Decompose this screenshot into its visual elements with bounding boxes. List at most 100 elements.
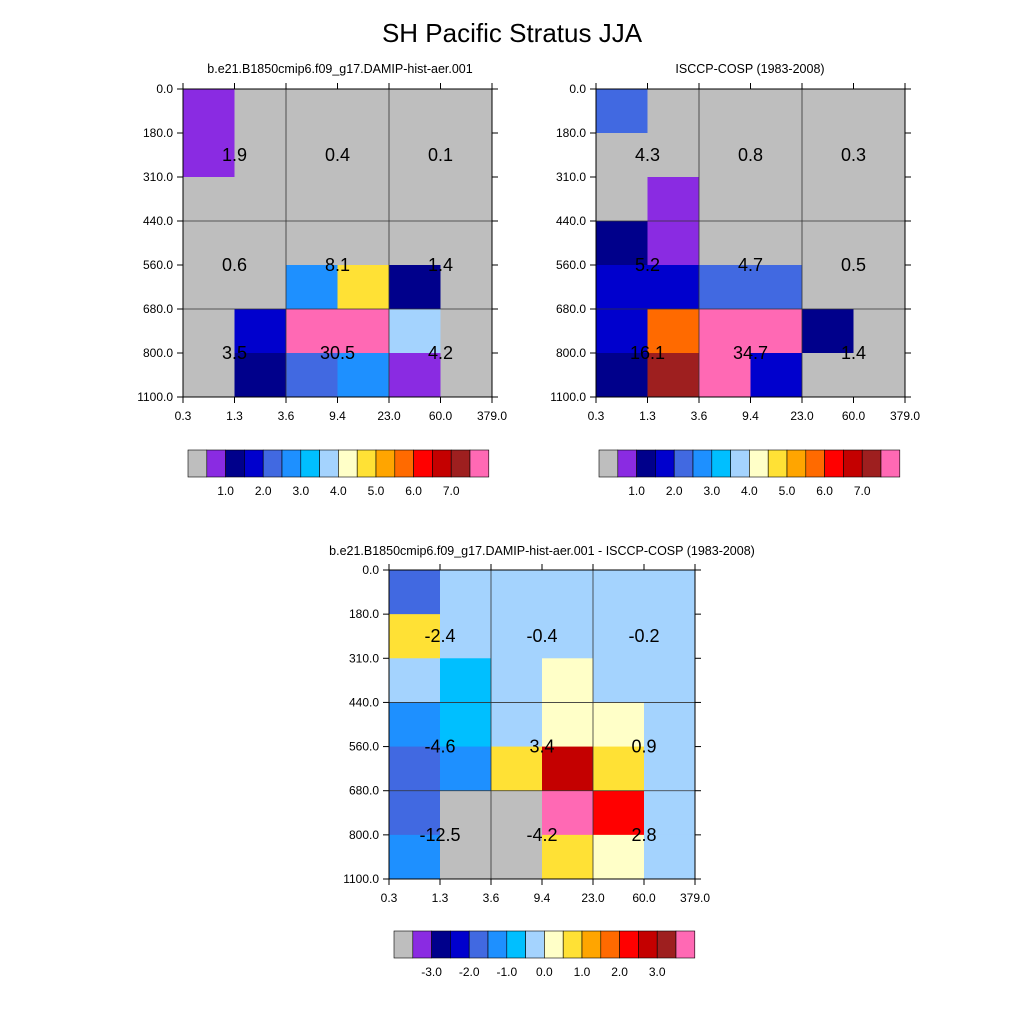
colorbar-swatch xyxy=(711,449,731,478)
heatmap-cell xyxy=(491,658,543,703)
x-tick-label: 3.6 xyxy=(483,891,500,905)
colorbar-label: 0.0 xyxy=(536,965,553,979)
box-value-label: 1.4 xyxy=(841,343,866,363)
colorbar-label: 1.0 xyxy=(574,965,591,979)
heatmap-cell xyxy=(183,221,235,266)
box-value-label: 30.5 xyxy=(320,343,355,363)
box-value-label: 0.9 xyxy=(631,737,656,757)
heatmap-cell xyxy=(699,177,751,222)
heatmap-cell xyxy=(286,177,338,222)
colorbar-swatch xyxy=(187,449,208,478)
heatmap-cell xyxy=(644,702,696,748)
colorbar-swatch xyxy=(413,449,433,478)
heatmap-cell xyxy=(183,177,235,222)
y-tick-label: 0.0 xyxy=(569,82,586,96)
heatmap-cell xyxy=(853,89,906,134)
colorbar-swatch xyxy=(880,449,901,478)
colorbar-swatch xyxy=(581,930,602,959)
heatmap-cell xyxy=(389,658,441,703)
colorbar-swatch xyxy=(824,449,844,478)
y-tick-label: 1100.0 xyxy=(137,390,173,404)
heatmap-cell xyxy=(644,790,696,836)
box-value-label: 0.8 xyxy=(738,145,763,165)
box-value-label: -2.4 xyxy=(424,626,455,646)
heatmap-cell xyxy=(750,89,803,134)
x-tick-label: 0.3 xyxy=(381,891,398,905)
colorbar-swatch xyxy=(655,449,675,478)
colorbar-swatch xyxy=(281,449,302,478)
x-tick-label: 3.6 xyxy=(278,409,295,423)
heatmap-cell xyxy=(491,570,543,615)
colorbar-swatch xyxy=(412,930,432,959)
colorbar-label: 3.0 xyxy=(292,484,309,498)
colorbar: -3.0 -2.0 -1.0 0.0 1.0 2.0 3.0 xyxy=(393,930,696,979)
heatmap-cell xyxy=(596,133,648,178)
heatmap-cell xyxy=(389,309,441,354)
heatmap-cell xyxy=(286,265,338,310)
box-value-label: 8.1 xyxy=(325,255,350,275)
colorbar: 1.0 2.0 3.0 4.0 5.0 6.0 7.0 xyxy=(187,449,490,498)
x-tick-label: 1.3 xyxy=(639,409,656,423)
y-tick-label: 680.0 xyxy=(143,302,173,316)
heatmap-cell xyxy=(183,309,235,354)
heatmap-cell xyxy=(647,221,700,266)
heatmap-cell xyxy=(440,702,492,748)
y-tick-label: 440.0 xyxy=(556,214,586,228)
colorbar-swatch xyxy=(506,930,526,959)
panel-diff: 0.0180.0310.0440.0560.0680.0800.01100.00… xyxy=(343,563,710,979)
heatmap-cell xyxy=(389,133,441,178)
heatmap-cell xyxy=(593,658,645,703)
heatmap-cell xyxy=(440,834,492,880)
box-value-label: 4.2 xyxy=(428,343,453,363)
colorbar-swatch xyxy=(300,449,320,478)
box-value-label: 4.7 xyxy=(738,255,763,275)
heatmap-cell xyxy=(644,834,696,880)
colorbar-label: 2.0 xyxy=(255,484,272,498)
heatmap-cell xyxy=(750,221,803,266)
colorbar-label: 4.0 xyxy=(330,484,347,498)
heatmap-cell xyxy=(286,221,338,266)
box-value-label: 0.6 xyxy=(222,255,247,275)
heatmap-cell xyxy=(234,309,287,354)
colorbar-swatch xyxy=(598,449,619,478)
x-tick-label: 60.0 xyxy=(842,409,866,423)
x-tick-label: 379.0 xyxy=(477,409,507,423)
colorbar-label: -1.0 xyxy=(496,965,517,979)
heatmap-cell xyxy=(593,570,645,615)
heatmap-cell xyxy=(593,790,645,836)
panel-title-model: b.e21.B1850cmip6.f09_g17.DAMIP-hist-aer.… xyxy=(207,62,473,76)
heatmap-cell xyxy=(286,309,338,354)
heatmap-cell xyxy=(853,309,906,354)
box-value-label: 16.1 xyxy=(630,343,665,363)
heatmap-cell xyxy=(699,133,751,178)
y-tick-label: 680.0 xyxy=(349,784,379,798)
heatmap-cell xyxy=(853,221,906,266)
heatmap-cell xyxy=(491,834,543,880)
colorbar-swatch xyxy=(843,449,863,478)
heatmap-cell xyxy=(802,177,854,222)
colorbar-swatch xyxy=(450,449,471,478)
heatmap-cell xyxy=(234,353,287,398)
colorbar-swatch xyxy=(767,449,788,478)
colorbar-swatch xyxy=(617,449,637,478)
heatmap-cell xyxy=(234,265,287,310)
heatmap-cell xyxy=(491,746,543,792)
colorbar-swatch xyxy=(786,449,807,478)
colorbar-swatch xyxy=(675,930,696,959)
heatmap-cell xyxy=(491,702,543,748)
heatmap-cell xyxy=(440,353,493,398)
heatmap-cell xyxy=(750,353,803,398)
heatmap-cell xyxy=(644,570,696,615)
box-value-label: -12.5 xyxy=(419,825,460,845)
heatmap-cell xyxy=(389,265,441,310)
heatmap-cell xyxy=(802,133,854,178)
colorbar-swatch xyxy=(749,449,769,478)
x-tick-label: 23.0 xyxy=(790,409,814,423)
heatmap-cell xyxy=(699,353,751,398)
y-tick-label: 0.0 xyxy=(362,563,379,577)
y-tick-label: 440.0 xyxy=(349,695,379,709)
heatmap-cell xyxy=(440,133,493,178)
heatmap-cell xyxy=(647,177,700,222)
x-tick-label: 60.0 xyxy=(429,409,453,423)
